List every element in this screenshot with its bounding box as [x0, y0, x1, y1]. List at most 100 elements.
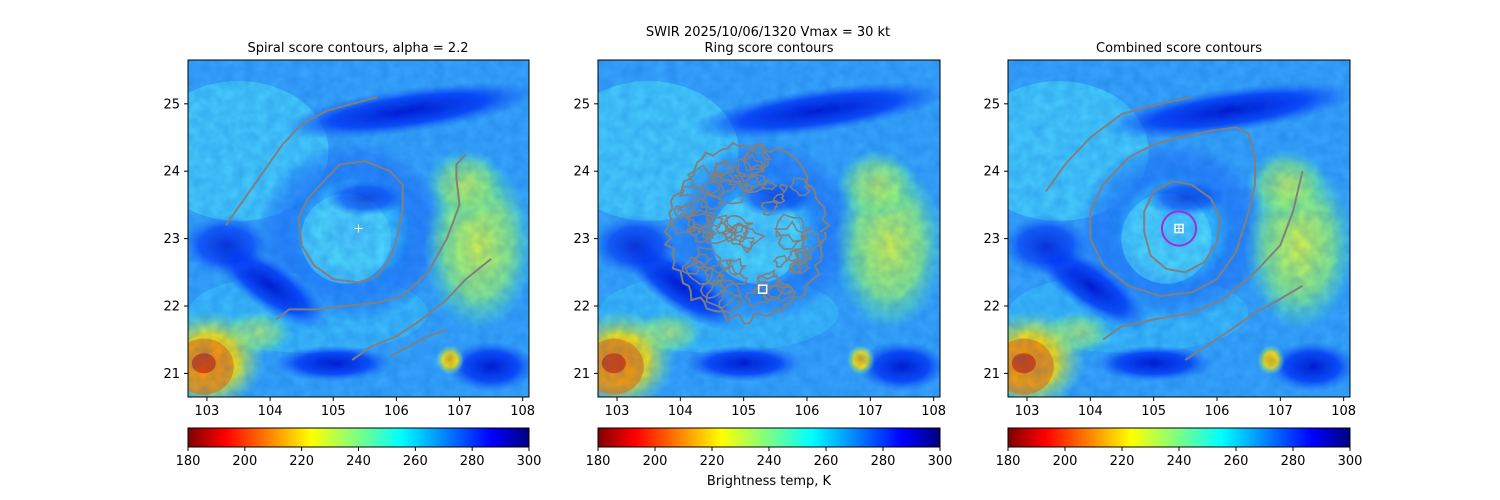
brightness-image	[1008, 60, 1350, 397]
colorbar-tick-label: 180	[996, 454, 1021, 469]
colorbar-tick-label: 260	[814, 454, 839, 469]
figure-suptitle: SWIR 2025/10/06/1320 Vmax = 30 kt	[646, 25, 890, 40]
ring-contour-blob	[760, 200, 778, 216]
x-tick-label: 104	[258, 404, 283, 419]
x-tick-label: 108	[921, 404, 946, 419]
ring-contour-blob	[693, 253, 714, 266]
y-tick-label: 25	[573, 97, 590, 112]
ring-contour-blob	[717, 259, 733, 270]
ring-contour-blob	[714, 221, 731, 235]
x-tick-label: 103	[195, 404, 220, 419]
x-tick-label: 104	[668, 404, 693, 419]
x-tick-label: 105	[321, 404, 346, 419]
contour-line-4	[1102, 170, 1304, 341]
x-tick-label: 107	[858, 404, 883, 419]
ring-contour-blob	[700, 171, 737, 199]
ring-contour-blob	[742, 148, 772, 170]
axes-frame	[187, 59, 530, 398]
ring-contour-blob	[779, 183, 789, 194]
colorbar: 180 200 220 240 260 280 300	[996, 427, 1363, 469]
y-tick-label: 22	[163, 300, 180, 315]
y-tick-label: 22	[573, 300, 590, 315]
contour-lines	[225, 96, 492, 361]
ring-contour-blob	[716, 178, 753, 205]
panel-3: 103 104 105 106 107 108 21 22 23 24 25 180 200 220 240…	[983, 59, 1363, 469]
panel-1: 103 104 105 106 107 108 21 22 23 24 25 180 200 220 240…	[163, 59, 542, 469]
ring-contour-blob	[789, 177, 814, 197]
ring-contour-blob	[752, 274, 790, 301]
contour-line-3	[275, 153, 467, 321]
ring-contour-outline	[663, 141, 831, 325]
colorbar-tick-label: 300	[517, 454, 542, 469]
ring-contour-blob	[772, 254, 790, 268]
contour-line-1	[225, 96, 378, 226]
ring-contour-blob	[718, 290, 746, 314]
colorbar-tick-label: 180	[176, 454, 201, 469]
center-marker	[1174, 223, 1184, 234]
axis-title-2: Ring score contours	[704, 41, 833, 56]
ring-contour-blob	[794, 250, 813, 263]
colorbar-tick-label: 220	[289, 454, 314, 469]
contour-line-2	[297, 160, 404, 284]
ring-contour-blob	[780, 285, 794, 295]
colorbar: 180 200 220 240 260 280 300	[176, 427, 542, 469]
axes-frame	[597, 59, 941, 398]
colorbar-tick-label: 200	[1053, 454, 1078, 469]
radius-circle	[1160, 210, 1198, 247]
ring-contour-blob	[738, 236, 755, 251]
y-tick-label: 24	[983, 165, 1000, 180]
ring-contour-blob	[707, 172, 724, 184]
colorbar-tick-label: 280	[1281, 454, 1306, 469]
axis-title-3: Combined score contours	[1096, 41, 1262, 56]
contour-line-3	[1045, 96, 1192, 192]
y-tick-label: 21	[163, 367, 180, 382]
ring-contour-blob	[790, 261, 812, 275]
colorbar-tick-label: 240	[757, 454, 782, 469]
center-marker	[354, 224, 363, 233]
colorbar-tick-label: 260	[403, 454, 428, 469]
ring-contour-blob	[744, 286, 770, 308]
colorbar-tick-label: 300	[928, 454, 953, 469]
colorbar-label: Brightness temp, K	[707, 474, 832, 489]
ring-contour-blob	[773, 220, 809, 250]
ring-contour-blob	[699, 214, 736, 245]
axis-title-1: Spiral score contours, alpha = 2.2	[247, 41, 468, 56]
contour-line-4	[351, 258, 492, 361]
x-tick-label: 103	[1015, 404, 1040, 419]
colorbar-tick-label: 200	[232, 454, 257, 469]
ring-contour-blob	[787, 260, 804, 274]
contour-lines	[663, 141, 831, 325]
ring-contour-blob	[687, 222, 719, 243]
x-tick-label: 103	[605, 404, 630, 419]
x-tick-label: 106	[1205, 404, 1230, 419]
axes-frame	[1007, 59, 1351, 398]
colorbar-tick-label: 280	[871, 454, 896, 469]
colorbar-tick-label: 220	[1110, 454, 1135, 469]
x-tick-label: 108	[510, 404, 535, 419]
colorbar-tick-label: 300	[1338, 454, 1363, 469]
ring-contour-blob	[722, 214, 754, 234]
y-tick-label: 22	[983, 300, 1000, 315]
ring-contour-blob	[699, 280, 728, 300]
contour-lines	[1045, 96, 1304, 361]
y-tick-label: 23	[573, 232, 590, 247]
y-tick-label: 24	[163, 165, 180, 180]
ring-contour-blob	[744, 172, 770, 188]
x-tick-label: 104	[1078, 404, 1103, 419]
colorbar-tick-label: 180	[586, 454, 611, 469]
center-marker	[757, 284, 768, 294]
x-tick-label: 105	[731, 404, 756, 419]
ring-contour-blob	[705, 279, 744, 309]
x-tick-label: 107	[1268, 404, 1293, 419]
ring-contour-blob	[732, 174, 764, 194]
contour-line-2	[1089, 126, 1256, 297]
y-tick-label: 24	[573, 165, 590, 180]
y-tick-label: 25	[983, 97, 1000, 112]
brightness-image	[598, 60, 940, 397]
y-tick-label: 21	[573, 367, 590, 382]
colorbar-tick-label: 280	[460, 454, 485, 469]
y-tick-label: 23	[163, 232, 180, 247]
ring-contour-blob	[679, 185, 705, 200]
colorbar-tick-label: 220	[700, 454, 725, 469]
x-tick-label: 105	[1141, 404, 1166, 419]
